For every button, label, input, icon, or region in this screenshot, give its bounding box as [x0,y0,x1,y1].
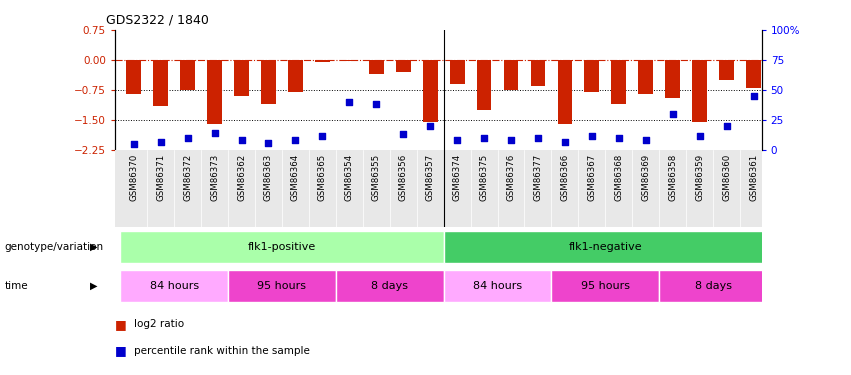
Text: time: time [4,281,28,291]
Text: log2 ratio: log2 ratio [134,320,184,329]
Bar [207,60,222,124]
Bar [315,60,330,62]
Point [720,123,734,129]
Text: GSM86374: GSM86374 [453,154,461,201]
Text: GSM86369: GSM86369 [642,154,650,201]
Bar [342,60,357,61]
Bar [180,60,195,90]
Bar [746,60,761,88]
Text: GSM86373: GSM86373 [210,154,219,201]
Point [235,137,248,143]
Bar [443,270,551,302]
Text: flk1-positive: flk1-positive [248,242,316,252]
Point [558,139,572,145]
Bar [126,60,141,94]
Bar [153,60,168,106]
Text: 84 hours: 84 hours [473,281,523,291]
Bar [557,60,573,124]
Bar [288,60,303,92]
Bar [530,60,545,86]
Text: GSM86356: GSM86356 [399,154,408,201]
Text: GSM86358: GSM86358 [668,154,677,201]
Point [342,99,356,105]
Text: GSM86372: GSM86372 [183,154,192,201]
Point [531,135,545,141]
Point [316,133,329,139]
Bar [477,60,492,110]
Text: 8 days: 8 days [371,281,408,291]
Point [208,130,221,136]
Point [369,101,383,107]
Text: ▶: ▶ [90,281,97,291]
Point [639,137,653,143]
Point [127,141,140,147]
Text: 8 days: 8 days [694,281,732,291]
Bar [719,60,734,80]
Text: GSM86360: GSM86360 [722,154,731,201]
Point [423,123,437,129]
Text: GDS2322 / 1840: GDS2322 / 1840 [106,13,209,26]
Bar [120,231,443,262]
Point [585,133,599,139]
Point [693,133,706,139]
Point [180,135,194,141]
Text: GSM86375: GSM86375 [480,154,488,201]
Bar [423,60,437,122]
Point [397,131,410,137]
Bar [368,60,384,74]
Text: ▶: ▶ [90,242,97,252]
Text: GSM86354: GSM86354 [345,154,354,201]
Point [477,135,491,141]
Point [746,93,760,99]
Point [612,135,625,141]
Text: GSM86355: GSM86355 [372,154,380,201]
Text: genotype/variation: genotype/variation [4,242,103,252]
Text: 95 hours: 95 hours [258,281,306,291]
Bar [692,60,707,122]
Bar [638,60,654,94]
Bar [504,60,518,90]
Point [450,137,464,143]
Text: GSM86365: GSM86365 [318,154,327,201]
Point [504,137,517,143]
Text: GSM86363: GSM86363 [264,154,273,201]
Bar [120,270,228,302]
Text: GSM86371: GSM86371 [157,154,165,201]
Text: GSM86364: GSM86364 [291,154,300,201]
Text: GSM86359: GSM86359 [695,154,704,201]
Bar [234,60,249,96]
Bar [665,60,680,98]
Text: GSM86376: GSM86376 [506,154,516,201]
Text: GSM86362: GSM86362 [237,154,246,201]
Text: GSM86377: GSM86377 [534,154,542,201]
Bar [228,270,336,302]
Text: GSM86361: GSM86361 [749,154,758,201]
Point [262,140,276,146]
Bar [611,60,626,104]
Bar [261,60,276,104]
Bar [449,60,465,84]
Bar [443,231,767,262]
Point [665,111,679,117]
Bar [551,270,660,302]
Text: 84 hours: 84 hours [150,281,199,291]
Text: ■: ■ [115,344,131,357]
Text: flk1-negative: flk1-negative [568,242,643,252]
Bar [660,270,767,302]
Bar [396,60,411,72]
Text: GSM86357: GSM86357 [426,154,435,201]
Text: GSM86367: GSM86367 [587,154,597,201]
Bar [585,60,599,92]
Text: ■: ■ [115,318,131,331]
Text: 95 hours: 95 hours [581,281,630,291]
Text: GSM86366: GSM86366 [561,154,569,201]
Text: GSM86370: GSM86370 [129,154,138,201]
Bar [336,270,443,302]
Text: GSM86368: GSM86368 [614,154,623,201]
Point [154,139,168,145]
Point [288,137,302,143]
Text: percentile rank within the sample: percentile rank within the sample [134,346,310,355]
